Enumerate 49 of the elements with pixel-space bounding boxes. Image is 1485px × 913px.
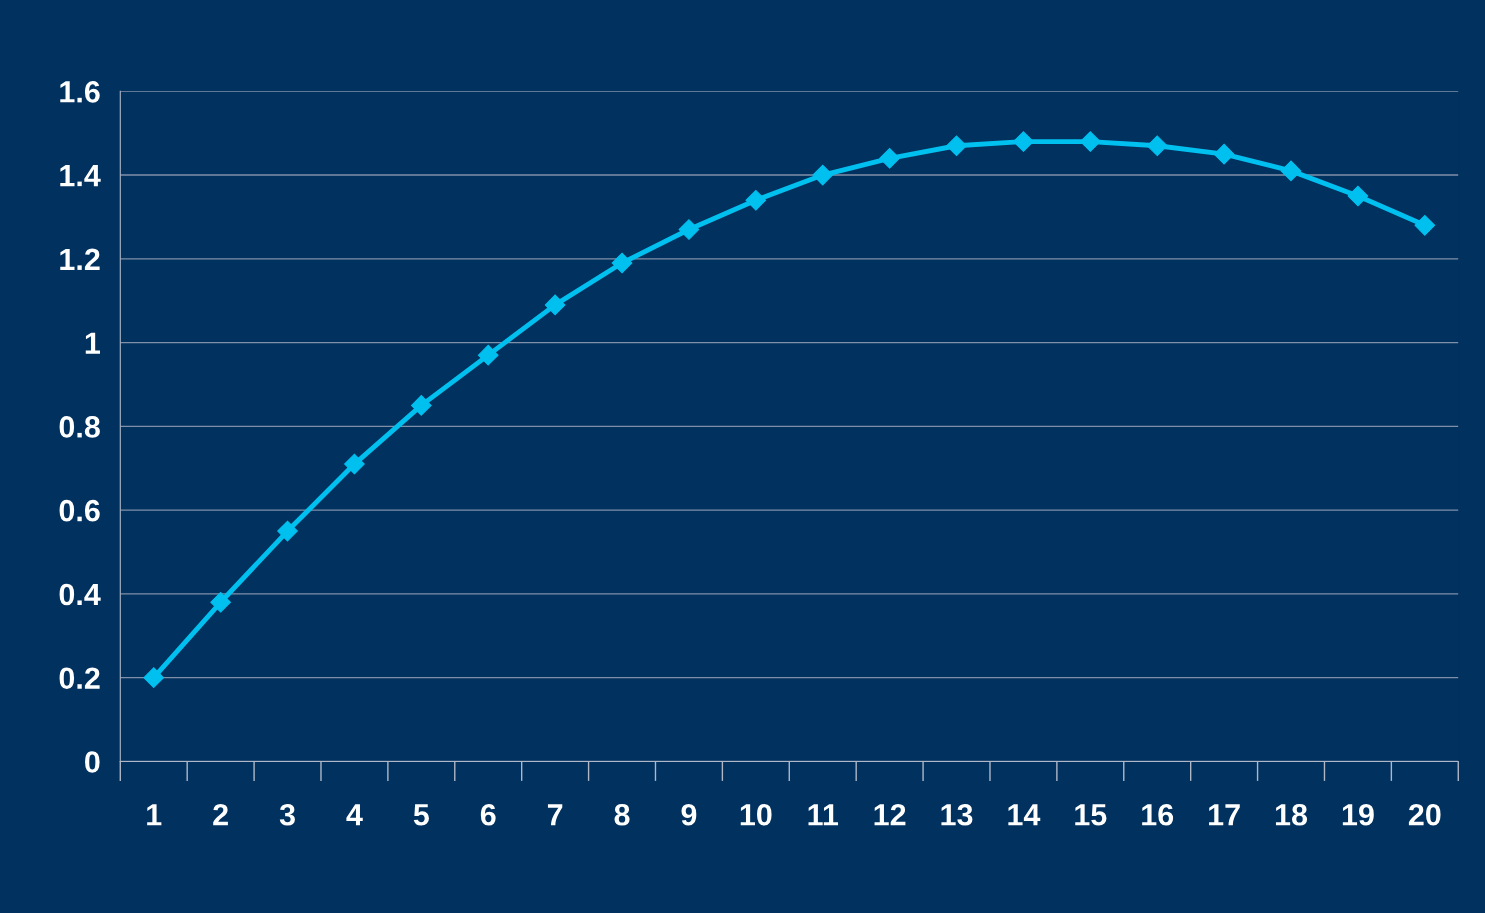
y-tick-label: 1 — [85, 332, 100, 354]
point — [678, 219, 700, 240]
y-tick-label: 0.4 — [59, 583, 101, 606]
point — [1213, 143, 1235, 165]
x-tick-label: 5 — [413, 804, 429, 826]
x-tick-label: 19 — [1342, 803, 1374, 826]
x-tick-label: 4 — [346, 804, 363, 826]
point — [946, 135, 967, 157]
y-tick-label: 1.4 — [60, 165, 101, 187]
x-tick-label: 14 — [1008, 804, 1041, 826]
y-tick-label: 1.2 — [60, 248, 100, 270]
x-tick-label: 2 — [213, 803, 228, 826]
x-tick-label: 7 — [547, 804, 563, 826]
y-tick-label: 0.6 — [59, 499, 100, 522]
point — [1146, 135, 1168, 157]
point — [1013, 131, 1034, 152]
point — [1280, 160, 1302, 182]
x-tick-label: 10 — [740, 803, 772, 826]
point — [410, 395, 432, 416]
point — [611, 252, 633, 274]
x-tick-label: 11 — [808, 804, 839, 826]
point — [745, 189, 767, 211]
y-tick-label: 1.6 — [60, 81, 100, 103]
y-tick-label: 0 — [85, 751, 100, 773]
point — [1414, 214, 1436, 236]
point — [1079, 131, 1101, 152]
x-tick-label: 16 — [1142, 803, 1174, 826]
point — [477, 344, 499, 366]
point — [210, 591, 231, 613]
y-tick-label: 0.8 — [59, 416, 100, 438]
point — [879, 147, 900, 169]
x-tick-label: 18 — [1275, 803, 1308, 826]
x-tick-label: 9 — [681, 803, 697, 826]
x-tick-label: 15 — [1075, 804, 1107, 826]
point — [344, 453, 365, 475]
x-tick-label: 3 — [279, 803, 295, 826]
x-tick-label: 13 — [941, 803, 973, 826]
x-tick-label: 17 — [1209, 804, 1240, 826]
point — [143, 667, 165, 689]
x-tick-label: 12 — [874, 803, 906, 826]
x-tick-label: 20 — [1408, 803, 1441, 826]
point — [544, 294, 566, 316]
x-tick-label: 6 — [480, 803, 496, 826]
x-tick-label: 1 — [147, 804, 162, 826]
x-tick-label: 8 — [614, 803, 630, 826]
point — [1347, 185, 1369, 207]
point — [277, 520, 298, 542]
y-tick-label: 0.2 — [59, 667, 100, 690]
point — [812, 164, 834, 186]
